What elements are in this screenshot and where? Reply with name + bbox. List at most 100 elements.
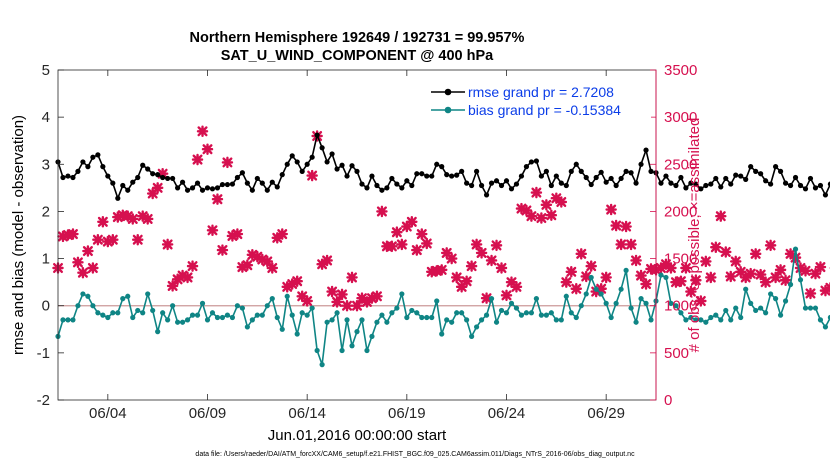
- bias-point: [728, 317, 734, 323]
- obs-point: [77, 266, 89, 279]
- obs-point: [500, 289, 513, 302]
- bias-point: [274, 314, 280, 321]
- bias-point: [339, 347, 345, 354]
- rmse-point: [329, 151, 335, 157]
- rmse-point: [498, 182, 505, 189]
- obs-point: [126, 213, 139, 225]
- rmse-point: [274, 184, 280, 190]
- rmse-point: [189, 185, 196, 191]
- obs-point: [336, 288, 348, 301]
- bias-point: [170, 303, 176, 309]
- legend-rmse-marker: [444, 88, 452, 96]
- obs-point: [366, 292, 378, 304]
- obs-point: [286, 278, 298, 290]
- obs-point: [560, 276, 573, 288]
- bias-point: [364, 347, 370, 354]
- rmse-point: [459, 168, 465, 174]
- bias-point: [777, 312, 784, 318]
- bias-point: [817, 317, 824, 323]
- obs-point: [809, 267, 822, 280]
- bias-point: [663, 274, 669, 281]
- bias-point: [120, 296, 126, 302]
- obs-point: [306, 169, 318, 182]
- bias-point: [264, 303, 270, 309]
- bias-point: [294, 331, 300, 337]
- obs-point: [291, 275, 303, 287]
- x-axis: 06/04 06/09 06/14 06/19 06/24 06/29: [89, 70, 625, 422]
- bias-point: [464, 317, 470, 323]
- bias-point: [792, 246, 799, 252]
- rmse-point: [583, 174, 589, 181]
- bias-point: [548, 310, 554, 316]
- rmse-point: [658, 180, 664, 186]
- rmse-point: [623, 168, 629, 174]
- bias-point: [658, 272, 664, 278]
- bias-point: [613, 300, 619, 306]
- obs-point: [710, 241, 722, 254]
- rmse-point: [105, 173, 111, 179]
- bias-point: [214, 314, 221, 321]
- bias-point: [578, 303, 584, 309]
- obs-point: [819, 284, 830, 297]
- rmse-point: [179, 179, 186, 185]
- bias-point: [718, 317, 724, 323]
- rmse-point: [792, 174, 799, 181]
- obs-point: [246, 249, 259, 261]
- rmse-point: [688, 180, 694, 186]
- bias-point: [668, 300, 674, 306]
- obs-point: [680, 262, 692, 274]
- obs-point: [485, 254, 498, 267]
- rmse-point: [60, 174, 66, 181]
- y-right-tick-label: 3000: [664, 109, 697, 126]
- rmse-point: [797, 182, 804, 189]
- bias-point: [802, 305, 809, 311]
- bias-point: [563, 293, 569, 299]
- rmse-point: [384, 185, 390, 191]
- x-tick-label: 06/29: [587, 405, 625, 422]
- bias-point: [85, 293, 91, 299]
- bias-point: [528, 310, 535, 316]
- rmse-point: [110, 180, 116, 186]
- rmse-point: [269, 179, 275, 185]
- rmse-point: [404, 178, 410, 184]
- y-right-tick-label: 2500: [664, 156, 697, 173]
- obs-point: [754, 268, 767, 281]
- bias-point: [324, 319, 330, 325]
- y-right-tick-label: 0: [664, 392, 672, 409]
- bias-point: [349, 343, 355, 349]
- rmse-point: [130, 179, 136, 185]
- bias-point: [698, 317, 704, 323]
- rmse-point: [239, 170, 245, 176]
- obs-point: [396, 238, 408, 251]
- obs-point: [226, 230, 239, 242]
- y-left-tick-label: -2: [37, 392, 50, 409]
- y-right-tick-label: 1500: [664, 251, 697, 268]
- rmse-point: [434, 161, 440, 167]
- obs-point: [156, 167, 169, 180]
- rmse-point: [508, 186, 515, 192]
- rmse-point: [100, 164, 106, 170]
- obs-point: [460, 275, 473, 287]
- bias-point: [140, 310, 146, 316]
- rmse-point: [758, 171, 764, 177]
- obs-point: [186, 260, 199, 272]
- legend-box: [423, 79, 651, 121]
- bias-point: [269, 296, 275, 302]
- bias-point: [414, 310, 420, 316]
- rmse-point: [538, 173, 544, 179]
- bias-point: [523, 310, 530, 316]
- rmse-point: [703, 182, 709, 189]
- obs-point: [176, 269, 189, 282]
- rmse-point: [568, 168, 574, 174]
- rmse-point: [768, 181, 774, 187]
- obs-point: [371, 290, 383, 303]
- rmse-point: [95, 152, 101, 158]
- obs-point: [535, 212, 548, 224]
- bias-point: [733, 305, 739, 311]
- bias-point: [419, 314, 425, 321]
- rmse-point: [314, 132, 320, 138]
- bias-point: [593, 286, 599, 292]
- obs-point: [495, 262, 508, 274]
- obs-point: [386, 240, 398, 253]
